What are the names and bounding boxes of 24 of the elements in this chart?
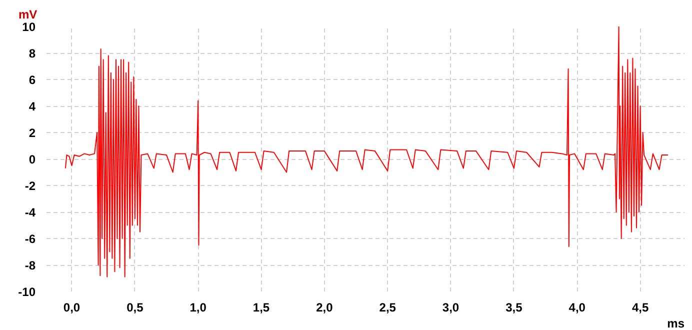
x-tick-label: 2,0 <box>316 300 334 314</box>
y-tick-label: -6 <box>24 232 36 246</box>
x-tick-label: 1,5 <box>252 300 270 314</box>
x-tick-label: 0,5 <box>126 300 144 314</box>
x-axis-title: ms <box>667 316 685 330</box>
y-tick-label: 6 <box>28 73 36 87</box>
x-tick-label: 1,0 <box>190 300 207 314</box>
x-tick-label: 0,0 <box>63 300 80 314</box>
y-tick-label: -4 <box>24 206 36 220</box>
y-tick-label: 0 <box>28 152 36 166</box>
x-tick-label: 3,0 <box>442 300 460 314</box>
y-tick-label: 4 <box>28 100 36 114</box>
y-axis-title: mV <box>18 8 38 22</box>
y-tick-label: -8 <box>24 258 36 272</box>
y-tick-label: -10 <box>18 285 36 299</box>
x-tick-label: 4,5 <box>632 300 649 314</box>
x-tick-label: 3,5 <box>506 300 523 314</box>
y-tick-label: -2 <box>24 179 36 193</box>
y-tick-label: 8 <box>28 46 36 60</box>
y-tick-label: 10 <box>22 20 36 34</box>
y-tick-label: 2 <box>28 126 36 140</box>
line-series <box>64 26 669 278</box>
x-tick-label: 2,5 <box>379 300 396 314</box>
x-tick-label: 4,0 <box>568 300 586 314</box>
